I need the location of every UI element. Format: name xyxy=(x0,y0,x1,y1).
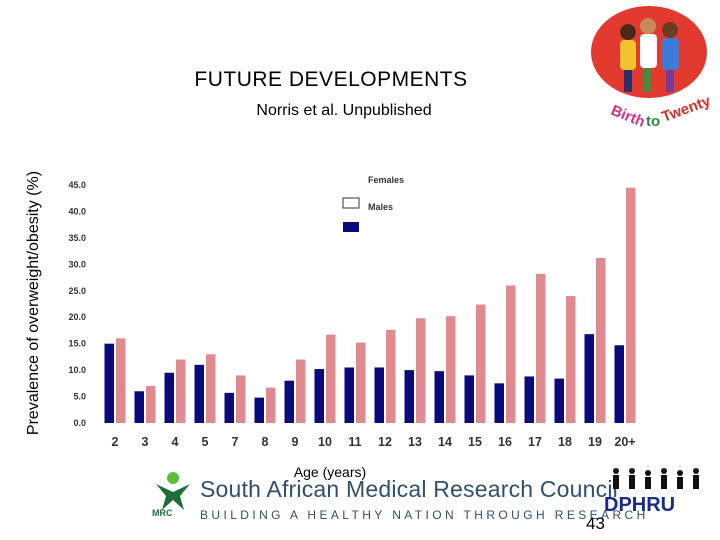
x-tick-label: 11 xyxy=(348,435,361,449)
x-tick-label: 9 xyxy=(292,435,299,449)
dphru-name: DPHRU xyxy=(604,494,676,516)
legend-swatch-females xyxy=(342,197,360,209)
bar-females xyxy=(626,187,636,423)
bar-males xyxy=(104,343,114,423)
y-tick-label: 5.0 xyxy=(73,392,86,402)
birth-to-twenty-logo: Birth to Twenty xyxy=(591,6,713,130)
bar-females xyxy=(476,304,486,423)
y-tick-label: 30.0 xyxy=(68,259,86,269)
x-tick-label: 3 xyxy=(142,435,149,449)
slide-subtitle: Norris et al. Unpublished xyxy=(256,102,432,119)
page-number: 43 xyxy=(586,514,605,533)
x-tick-label: 4 xyxy=(172,435,179,449)
mrc-tagline: BUILDING A HEALTHY NATION THROUGH RESEAR… xyxy=(200,508,649,522)
y-tick-label: 0.0 xyxy=(73,418,86,428)
x-tick-label: 2 xyxy=(112,435,119,449)
bar-females xyxy=(206,354,216,423)
mrc-name: South African Medical Research Council xyxy=(200,476,618,502)
bar-males xyxy=(284,380,294,423)
x-tick-label: 15 xyxy=(468,435,482,449)
bar-females xyxy=(536,273,546,423)
x-axis-label: Age (years) xyxy=(293,464,367,480)
bar-males xyxy=(254,397,264,423)
y-tick-label: 45.0 xyxy=(68,180,86,190)
bar-males xyxy=(314,369,324,423)
bar-males xyxy=(464,375,474,423)
bar-females xyxy=(356,342,366,423)
bar-males xyxy=(524,376,534,423)
bar-males xyxy=(434,371,444,423)
y-tick-label: 15.0 xyxy=(68,339,86,349)
bar-males xyxy=(344,367,354,423)
y-tick-label: 35.0 xyxy=(68,233,86,243)
x-tick-label: 14 xyxy=(438,435,452,449)
y-tick-label: 20.0 xyxy=(68,312,86,322)
x-tick-label: 20+ xyxy=(614,435,635,449)
bar-males xyxy=(194,364,204,423)
mrc-abbr: MRC xyxy=(152,508,173,518)
bar-females xyxy=(146,385,156,423)
x-tick-label: 12 xyxy=(378,435,392,449)
bar-males xyxy=(404,370,414,423)
bar-females xyxy=(116,338,126,423)
family-figures-icon xyxy=(613,468,699,489)
bar-females xyxy=(416,318,426,423)
mrc-figure-icon xyxy=(156,472,190,510)
bar-males xyxy=(494,383,504,423)
x-tick-label: 8 xyxy=(262,435,269,449)
legend-swatch-males xyxy=(343,222,359,232)
mrc-logo: MRC South African Medical Research Counc… xyxy=(148,470,645,528)
bar-females xyxy=(596,257,606,423)
dphru-logo: DPHRU xyxy=(594,466,716,536)
x-tick-label: 17 xyxy=(528,435,542,449)
bar-females xyxy=(236,375,246,423)
svg-text:to: to xyxy=(646,113,660,130)
bar-males xyxy=(164,372,174,423)
bar-females xyxy=(176,359,186,423)
bar-males xyxy=(584,334,594,423)
bar-females xyxy=(266,387,276,423)
bar-females xyxy=(506,285,516,423)
x-tick-label: 7 xyxy=(232,435,239,449)
x-tick-label: 10 xyxy=(318,435,332,449)
x-tick-label: 5 xyxy=(202,435,209,449)
slide-title: FUTURE DEVELOPMENTS xyxy=(194,68,468,91)
legend-label-females: Females xyxy=(368,175,404,185)
y-tick-label: 10.0 xyxy=(68,365,86,375)
legend-label-males: Males xyxy=(368,202,393,212)
bar-males xyxy=(614,345,624,423)
bar-females xyxy=(326,334,336,423)
bar-males xyxy=(374,367,384,423)
bar-males xyxy=(224,392,234,423)
y-tick-label: 25.0 xyxy=(68,286,86,296)
y-tick-label: 40.0 xyxy=(68,206,86,216)
x-tick-label: 16 xyxy=(498,435,512,449)
bar-females xyxy=(386,329,396,423)
x-tick-label: 19 xyxy=(588,435,602,449)
bar-females xyxy=(566,296,576,423)
bar-females xyxy=(296,359,306,423)
bar-females xyxy=(446,316,456,423)
x-tick-label: 18 xyxy=(558,435,572,449)
x-tick-label: 13 xyxy=(408,435,422,449)
bar-males xyxy=(134,391,144,423)
bar-males xyxy=(554,378,564,423)
